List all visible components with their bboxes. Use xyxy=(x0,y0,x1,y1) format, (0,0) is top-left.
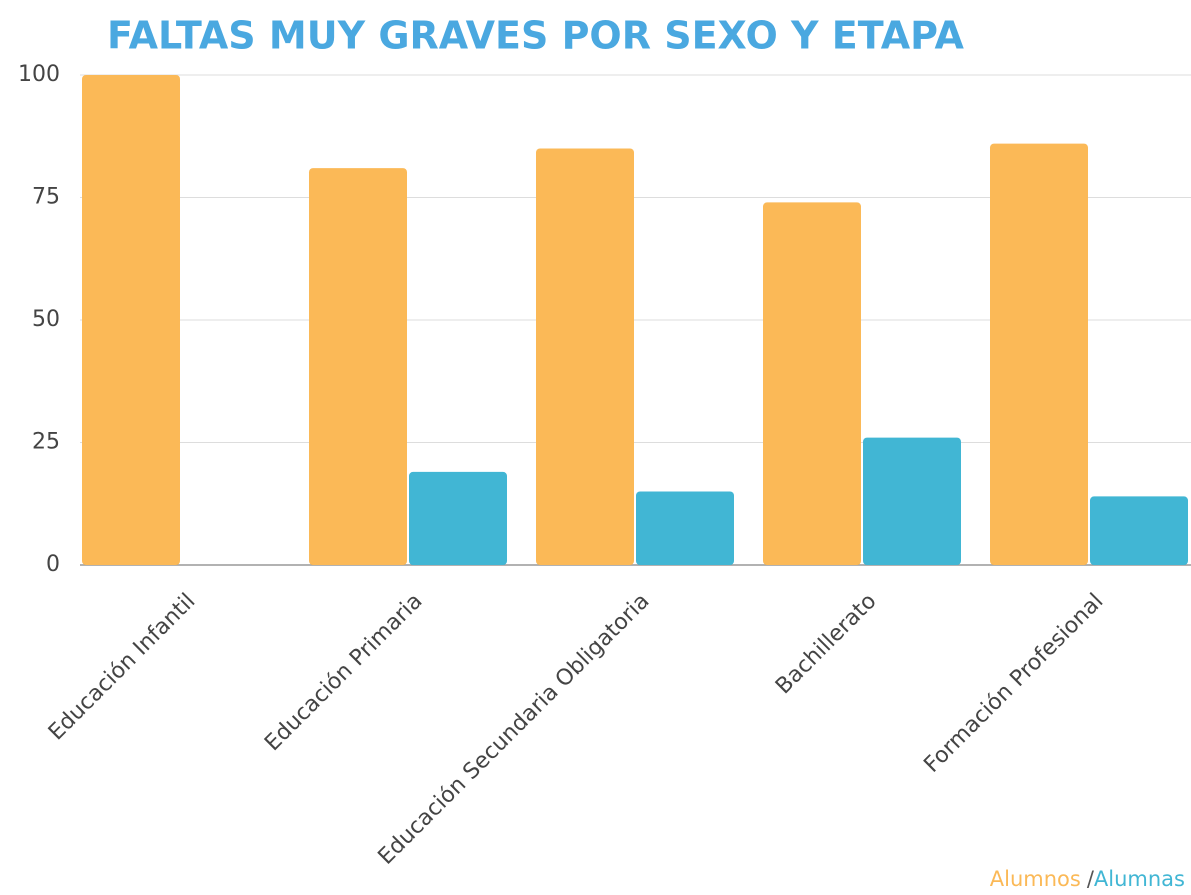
legend-separator: / xyxy=(1087,867,1095,891)
bar xyxy=(82,75,180,565)
legend-entry: Alumnos xyxy=(990,867,1081,891)
bar xyxy=(1090,496,1188,565)
bar xyxy=(636,491,734,565)
chart-title: FALTAS MUY GRAVES POR SEXO Y ETAPA xyxy=(107,14,964,58)
y-tick-label: 75 xyxy=(32,185,60,210)
x-tick-label: Educación Secundaria Obligatoria xyxy=(374,589,655,870)
bar xyxy=(763,202,861,565)
bar xyxy=(309,168,407,565)
legend: Alumnos/Alumnas xyxy=(990,867,1185,891)
y-tick-label: 50 xyxy=(32,307,60,332)
bar xyxy=(990,143,1088,565)
x-tick-label: Educación Primaria xyxy=(260,589,427,756)
bar xyxy=(536,148,634,565)
x-tick-label: Formación Profesional xyxy=(919,589,1108,778)
y-tick-label: 0 xyxy=(46,552,60,577)
x-tick-label: Educación Infantil xyxy=(44,589,201,746)
y-tick-label: 25 xyxy=(32,430,60,455)
y-tick-label: 100 xyxy=(18,62,60,87)
x-tick-label: Bachillerato xyxy=(771,589,881,699)
legend-entry: Alumnas xyxy=(1094,867,1185,891)
bar xyxy=(409,471,507,565)
bar xyxy=(863,437,961,565)
